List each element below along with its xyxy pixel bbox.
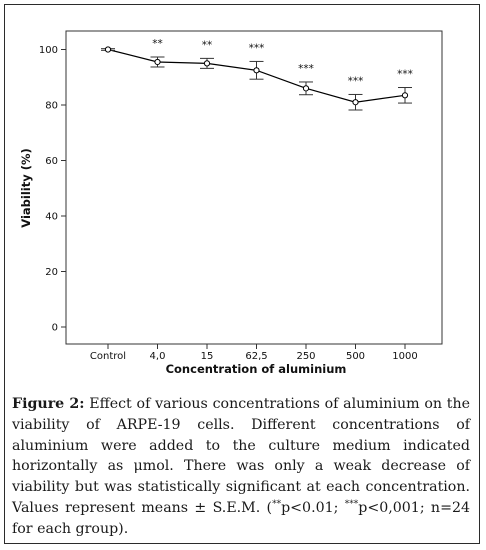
x-tick-label: 15 bbox=[201, 351, 214, 362]
data-point bbox=[203, 60, 211, 67]
caption-sig-text-1: p<0.01; bbox=[281, 499, 345, 516]
x-tick-label: 4,0 bbox=[150, 351, 166, 362]
significance-label: ** bbox=[202, 39, 213, 51]
caption-label: Figure 2: bbox=[12, 396, 85, 412]
data-point bbox=[104, 46, 112, 53]
y-tick-label: 80 bbox=[45, 101, 58, 112]
y-tick-label: 20 bbox=[45, 267, 58, 278]
x-tick-label: 62,5 bbox=[245, 351, 267, 362]
significance-label: *** bbox=[348, 75, 364, 87]
significance-label: ** bbox=[152, 38, 163, 50]
x-tick-label: 250 bbox=[296, 351, 315, 362]
significance-label: *** bbox=[298, 63, 314, 75]
data-point bbox=[302, 85, 310, 92]
significance-label: *** bbox=[249, 42, 265, 54]
x-axis-title: Concentration of aluminium bbox=[166, 362, 347, 376]
figure-caption: Figure 2: Effect of various concentratio… bbox=[12, 394, 470, 540]
y-tick-label: 40 bbox=[45, 212, 58, 223]
data-point bbox=[401, 92, 409, 99]
y-axis: 0 20 40 60 80 100 bbox=[39, 45, 66, 334]
caption-sig-text-2: p<0,001; n=24 for each group). bbox=[12, 499, 471, 537]
x-tick-label: 500 bbox=[346, 351, 365, 362]
x-axis: Control 4,0 15 62,5 250 500 1000 bbox=[90, 344, 418, 362]
data-point bbox=[154, 58, 161, 66]
y-tick-label: 100 bbox=[39, 45, 58, 56]
data-point bbox=[253, 67, 260, 74]
caption-text: Effect of various concentrations of alum… bbox=[12, 396, 471, 516]
x-tick-label: Control bbox=[90, 351, 126, 362]
caption-sig-stars-1: ** bbox=[272, 499, 282, 510]
significance-label: *** bbox=[397, 69, 413, 81]
x-tick-label: 1000 bbox=[392, 351, 417, 362]
plot-area bbox=[65, 30, 443, 345]
y-tick-label: 60 bbox=[45, 156, 58, 167]
caption-sig-stars-2: *** bbox=[344, 499, 359, 510]
y-tick-label: 0 bbox=[52, 323, 58, 334]
data-points bbox=[104, 46, 409, 106]
y-axis-title: Viability (%) bbox=[19, 148, 33, 228]
data-point bbox=[352, 99, 359, 106]
significance-labels: ** ** ************ bbox=[152, 38, 413, 87]
